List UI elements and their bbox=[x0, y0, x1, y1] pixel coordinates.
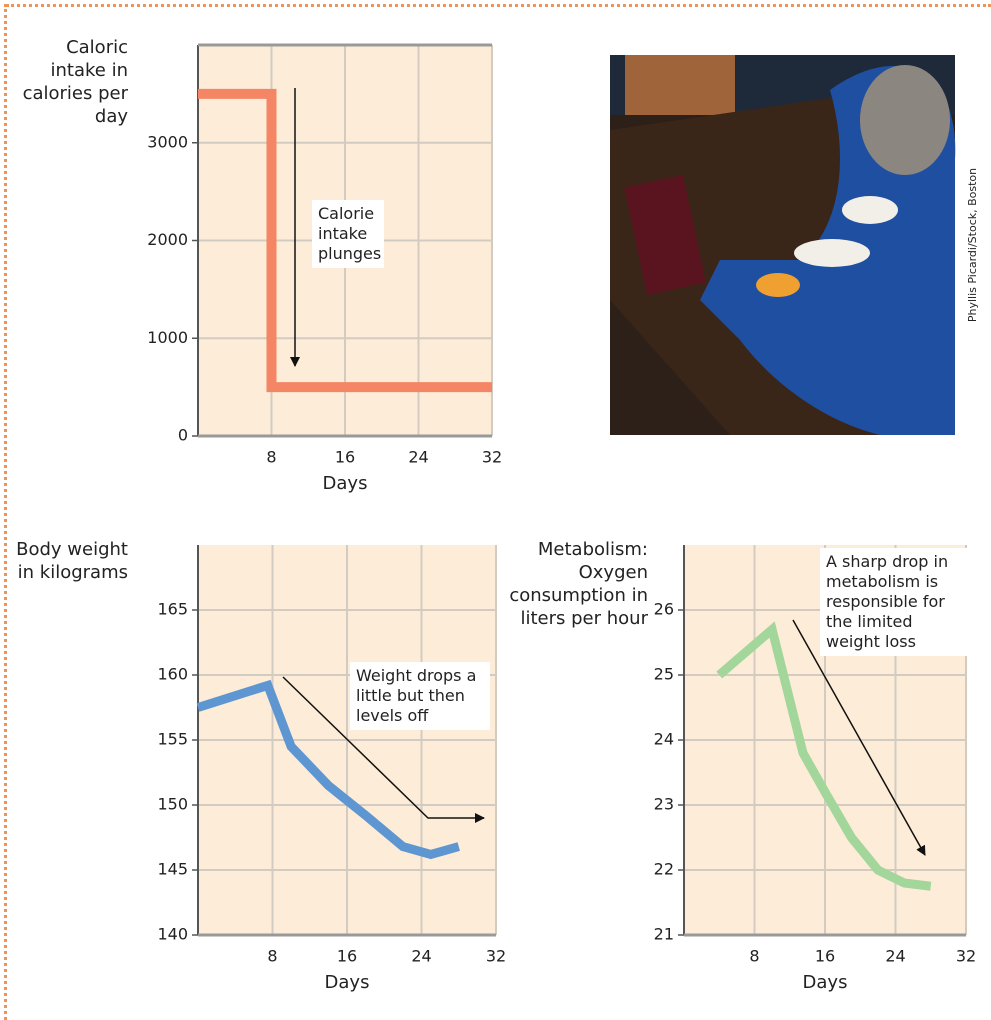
x-tick-label: 24 bbox=[408, 448, 428, 467]
photo-credit: Phyllis Picardi/Stock, Boston bbox=[966, 168, 979, 322]
annotation: Weight drops a little but then levels of… bbox=[350, 662, 490, 730]
x-tick-label: 16 bbox=[337, 947, 357, 966]
frame bbox=[6, 4, 991, 7]
y-tick-label: 140 bbox=[157, 925, 188, 944]
chart: 140 145 150 155 160 165 8 16 24 32 Days bbox=[157, 545, 506, 993]
y-tick-label: 2000 bbox=[147, 230, 188, 249]
y-tick-label: 3000 bbox=[147, 132, 188, 151]
y-tick-label: 150 bbox=[157, 795, 188, 814]
y-tick-label: 160 bbox=[157, 665, 188, 684]
y-tick-label: 25 bbox=[654, 665, 674, 684]
x-tick-label: 8 bbox=[749, 947, 759, 966]
x-tick-label: 8 bbox=[267, 947, 277, 966]
y-tick-label: 155 bbox=[157, 730, 188, 749]
y-axis-title: Metabolism: Oxygen consumption in liters… bbox=[509, 539, 648, 629]
chart: 0 1000 2000 3000 8 16 24 32 Days bbox=[147, 43, 502, 494]
x-tick-label: 32 bbox=[482, 448, 502, 467]
data-line bbox=[196, 679, 460, 860]
y-tick-label: 1000 bbox=[147, 328, 188, 347]
annotation-arrow bbox=[282, 676, 485, 823]
x-tick-label: 24 bbox=[411, 947, 431, 966]
frame bbox=[4, 4, 7, 1020]
x-axis-title: Days bbox=[803, 972, 848, 993]
photo bbox=[610, 55, 956, 436]
y-axis-title: Caloric intake in calories per day bbox=[22, 37, 128, 127]
x-tick-label: 32 bbox=[956, 947, 976, 966]
x-tick-label: 16 bbox=[335, 448, 355, 467]
annotation: Calorie intake plunges bbox=[312, 200, 384, 268]
x-axis-title: Days bbox=[323, 473, 368, 494]
y-tick-label: 0 bbox=[178, 426, 188, 445]
y-tick-label: 145 bbox=[157, 860, 188, 879]
data-line bbox=[198, 88, 492, 393]
y-axis-title: Body weight in kilograms bbox=[16, 539, 128, 583]
y-tick-label: 24 bbox=[654, 730, 674, 749]
data-line bbox=[716, 621, 932, 891]
x-axis-title: Days bbox=[325, 972, 370, 993]
x-tick-label: 16 bbox=[815, 947, 835, 966]
x-tick-label: 8 bbox=[266, 448, 276, 467]
y-tick-label: 165 bbox=[157, 600, 188, 619]
x-tick-label: 24 bbox=[885, 947, 905, 966]
annotation: A sharp drop in metabolism is responsibl… bbox=[820, 548, 967, 656]
y-tick-label: 26 bbox=[654, 600, 674, 619]
x-tick-label: 32 bbox=[486, 947, 506, 966]
y-tick-label: 21 bbox=[654, 925, 674, 944]
y-tick-label: 22 bbox=[654, 860, 674, 879]
y-tick-label: 23 bbox=[654, 795, 674, 814]
annotation-arrow bbox=[792, 619, 926, 856]
